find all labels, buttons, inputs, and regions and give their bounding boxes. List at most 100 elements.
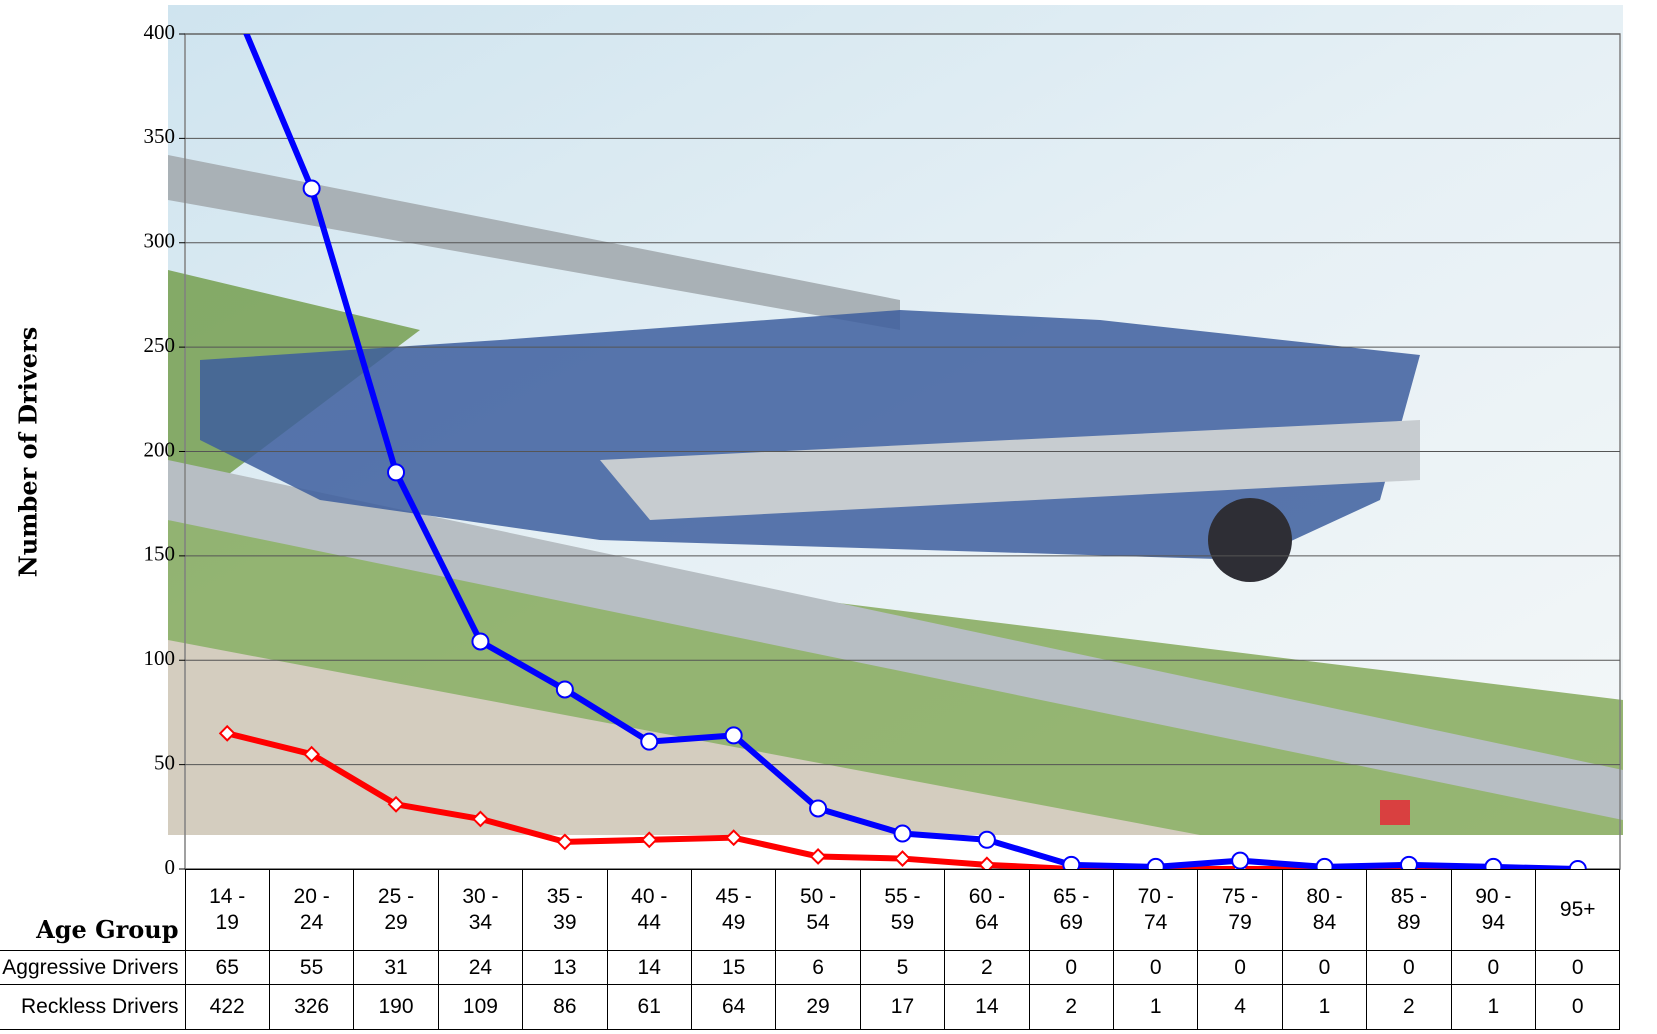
point-marker [809,799,828,818]
y-tick-label: 150 [144,542,176,566]
value-cell: 2 [944,950,1030,985]
header-row: Age Group 14 - 19 20 - 24 25 - 29 30 - 34 35 … [0,869,1621,951]
x-tick-label: 45 - 49 [715,885,752,934]
value-cell: 61 [606,984,692,1030]
category-cell: 75 - 79 [1197,869,1283,951]
value-cell: 24 [437,950,524,985]
value-cell: 109 [437,984,524,1030]
x-tick-label: 20 - 24 [293,885,330,934]
point-marker [640,732,659,751]
category-cell: 90 - 94 [1450,869,1537,951]
point-marker [387,795,405,813]
background-photo [168,5,1623,835]
value-cell: 14 [944,984,1030,1030]
x-tick-label: 30 - 34 [462,885,499,934]
x-tick-label: 80 - 84 [1306,885,1343,934]
legend-cell: Reckless Drivers [0,984,186,1030]
x-tick-label: 70 - 74 [1137,885,1174,934]
legend-cell: Aggressive Drivers [0,950,186,985]
x-tick-label: 14 - 19 [209,885,246,934]
data-row: Reckless Drivers 422 326 190 109 86 61 64 29 17 14… [0,984,1621,1030]
y-axis-label: Number of Drivers [14,327,43,577]
value-cell: 13 [522,950,608,985]
value-cell: 14 [606,950,692,985]
row-label: Age Group [0,869,186,951]
legend-label: Reckless Drivers [20,995,179,1018]
point-marker [556,833,574,851]
value-cell: 86 [522,984,608,1030]
value-cell: 5 [859,950,946,985]
y-tick-label: 100 [144,646,176,670]
value-cell: 0 [1534,984,1621,1030]
point-marker [303,745,321,763]
data-row: Aggressive Drivers 65 55 31 24 13 14 15 6 5 2 0 0 0 0 0… [0,950,1621,985]
x-tick-label: 55 - 59 [884,885,921,934]
category-cell: 65 - 69 [1028,869,1114,951]
x-tick-label: 90 - 94 [1475,885,1512,934]
point-marker [725,829,743,847]
y-tick-label: 300 [144,229,176,253]
value-cell: 0 [1366,950,1452,985]
y-tick-label: 50 [154,750,175,774]
point-marker [1315,857,1334,869]
x-tick-label: 60 - 64 [968,885,1005,934]
x-axis-label: Age Group [36,915,179,944]
point-marker [1484,857,1503,869]
series-group [218,34,1587,869]
point-marker [640,831,658,849]
value-cell: 31 [353,950,439,985]
category-cell: 25 - 29 [353,869,439,951]
value-cell: 1 [1450,984,1537,1030]
value-cell: 1 [1281,984,1368,1030]
y-tick-label: 350 [144,124,176,148]
value-cell: 55 [268,950,355,985]
value-cell: 190 [353,984,439,1030]
point-marker [894,850,911,867]
point-marker [1568,860,1587,869]
point-marker [1231,851,1250,869]
point-marker [809,848,827,865]
value-cell: 29 [775,984,861,1030]
point-marker [1146,857,1165,869]
value-cell: 17 [859,984,946,1030]
point-marker [1062,855,1081,869]
x-tick-label: 35 - 39 [546,885,583,934]
value-cell: 0 [1450,950,1537,985]
x-tick-label: 65 - 69 [1053,885,1090,934]
value-cell: 4 [1197,984,1283,1030]
category-cell: 60 - 64 [944,869,1030,951]
value-cell: 64 [690,984,777,1030]
point-marker [977,830,996,849]
point-marker [555,680,574,699]
value-cell: 422 [184,984,270,1030]
x-tick-label: 50 - 54 [799,885,837,934]
value-cell: 0 [1112,950,1199,985]
y-tick-label: 0 [165,855,176,879]
value-cell: 2 [1028,984,1114,1030]
y-tick-label: 200 [144,437,176,461]
category-cell: 70 - 74 [1112,869,1199,951]
category-cell: 80 - 84 [1281,869,1368,951]
point-marker [387,463,406,482]
x-tick-label: 75 - 79 [1221,885,1259,934]
data-table: Age Group 14 - 19 20 - 24 25 - 29 30 - 34 35 … [0,869,1621,1030]
category-cell: 20 - 24 [268,869,355,951]
category-cell: 35 - 39 [522,869,608,951]
category-cell: 55 - 59 [859,869,946,951]
point-marker [471,632,490,651]
point-marker [472,810,489,828]
value-cell: 0 [1028,950,1114,985]
value-cell: 2 [1366,984,1452,1030]
category-cell: 85 - 89 [1366,869,1452,951]
x-tick-label: 25 - 29 [377,885,415,934]
value-cell: 0 [1534,950,1621,985]
category-cell: 95+ [1534,869,1621,951]
point-marker [218,724,236,742]
value-cell: 1 [1112,984,1199,1030]
value-cell: 65 [184,950,270,985]
value-cell: 0 [1281,950,1368,985]
x-tick-label: 40 - 44 [631,885,668,934]
point-marker [978,856,996,869]
